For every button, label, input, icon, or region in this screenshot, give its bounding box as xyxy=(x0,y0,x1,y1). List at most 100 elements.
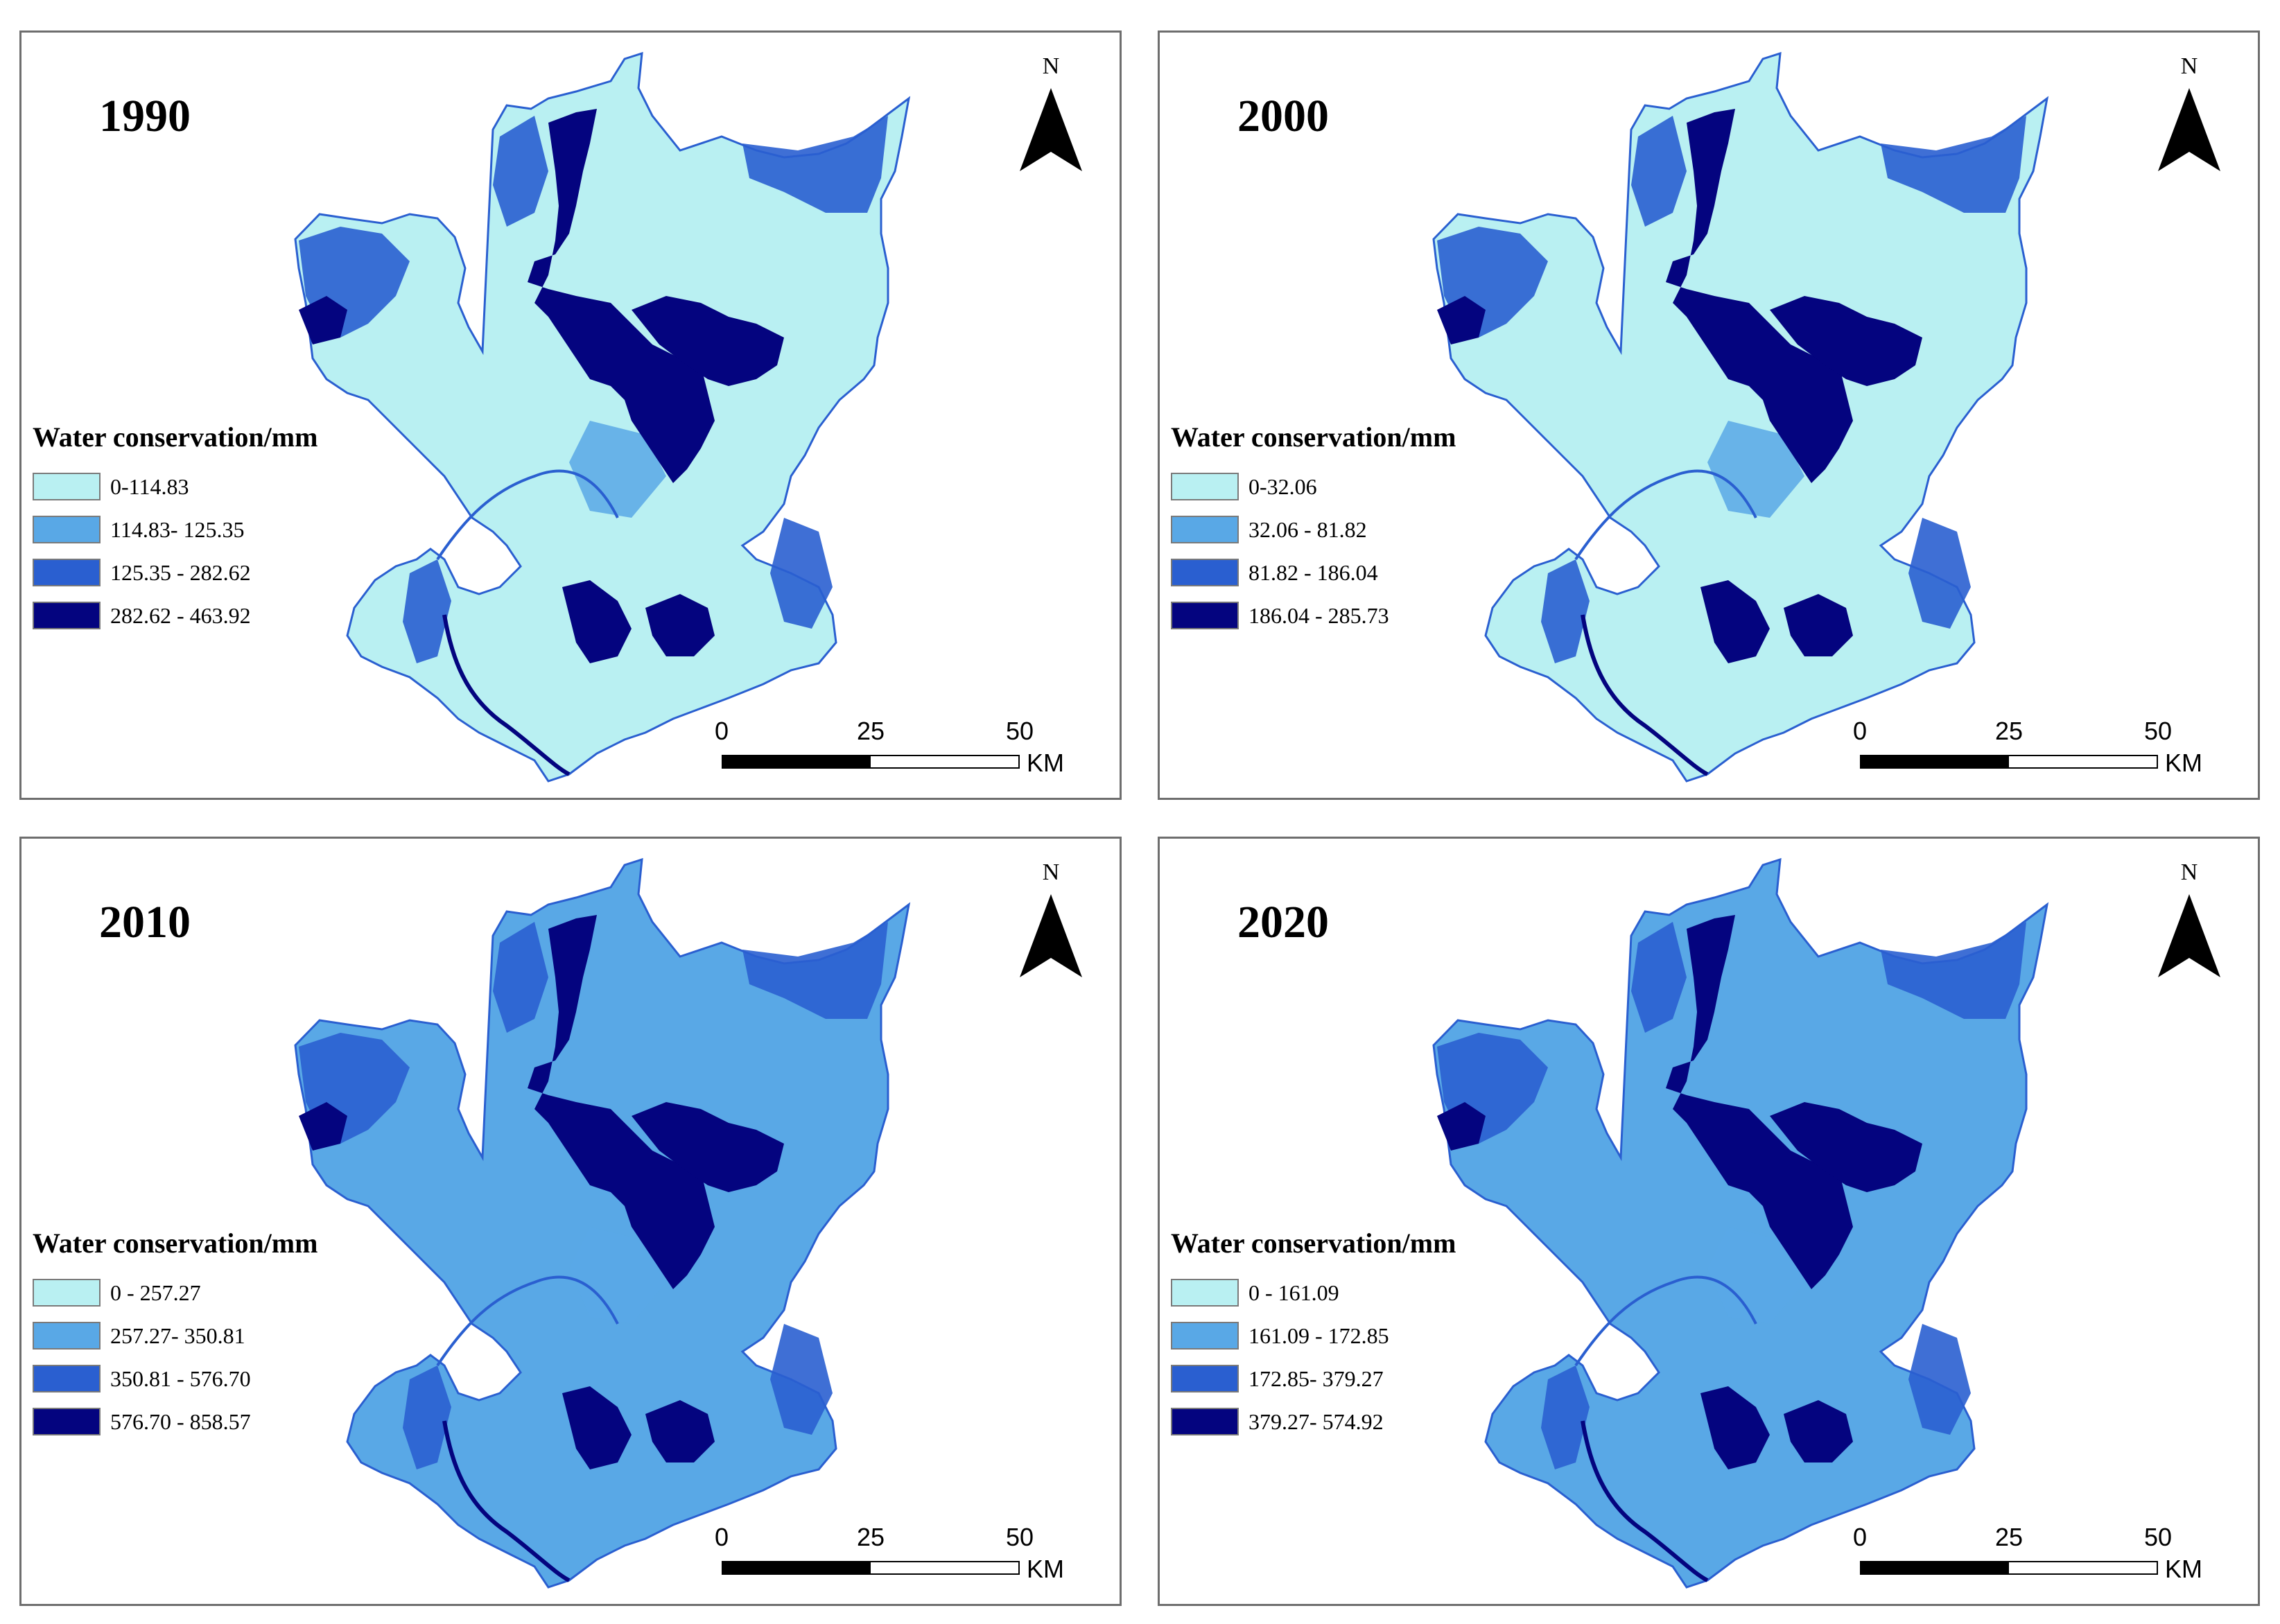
legend-swatch xyxy=(1171,602,1239,629)
legend-swatch xyxy=(33,1365,101,1392)
north-arrow-icon xyxy=(1020,88,1082,171)
mid-class-patch xyxy=(770,1324,833,1435)
water-body-patch xyxy=(632,1102,784,1192)
scale-tick-label: 0 xyxy=(1852,1523,1868,1551)
legend-label: 0 - 161.09 xyxy=(1248,1280,1339,1305)
light-class-patch xyxy=(1707,1227,1804,1324)
map-year-title: 1990 xyxy=(99,91,191,141)
legend-label: 379.27- 574.92 xyxy=(1248,1408,1384,1434)
legend-label: 576.70 - 858.57 xyxy=(110,1408,251,1434)
legend-item: 186.04 - 285.73 xyxy=(1171,594,1456,637)
legend-title: Water conservation/mm xyxy=(1171,1228,1456,1259)
water-body-patch xyxy=(1770,1102,1922,1192)
mid-class-patch xyxy=(1881,922,2026,1019)
water-body-patch xyxy=(1666,109,1853,483)
scale-tick-label: 25 xyxy=(1994,717,2024,745)
mid-class-patch xyxy=(1631,116,1687,227)
legend-label: 186.04 - 285.73 xyxy=(1248,602,1389,628)
legend: Water conservation/mm 0 - 257.27 257.27- 3… xyxy=(33,1230,317,1443)
scale-tick-label: 50 xyxy=(1005,717,1034,745)
legend-item: 350.81 - 576.70 xyxy=(33,1357,317,1400)
north-label: N xyxy=(1042,859,1060,885)
legend-swatch xyxy=(1171,1279,1239,1307)
legend-item: 125.35 - 282.62 xyxy=(33,551,317,594)
legend-swatch xyxy=(33,516,101,543)
mid-class-patch xyxy=(1908,1324,1971,1435)
scale-tick-label: 0 xyxy=(1852,717,1868,745)
scale-tick-label: 50 xyxy=(2143,717,2173,745)
mid-class-patch xyxy=(742,116,888,213)
water-body-patch xyxy=(632,296,784,386)
mid-class-patch xyxy=(493,116,548,227)
river-line xyxy=(1574,469,1757,561)
scale-bar: 0 25 50 KM xyxy=(715,717,1064,788)
scale-tick-label: 0 xyxy=(714,717,729,745)
scale-unit: KM xyxy=(2165,749,2202,777)
mid-class-patch xyxy=(742,922,888,1019)
north-arrow: N xyxy=(1020,53,1082,213)
north-arrow-icon xyxy=(2158,894,2220,977)
light-class-patch xyxy=(1707,421,1804,518)
mid-class-patch xyxy=(1631,922,1687,1033)
scale-bar: 0 25 50 KM xyxy=(715,1523,1064,1594)
legend-item: 0-32.06 xyxy=(1171,465,1456,508)
mid-class-patch xyxy=(770,518,833,629)
water-body-patch xyxy=(1784,1400,1853,1463)
legend-swatch xyxy=(1171,1408,1239,1435)
legend: Water conservation/mm 0-114.83 114.83- 125… xyxy=(33,424,317,637)
legend-item: 576.70 - 858.57 xyxy=(33,1400,317,1443)
legend-item: 161.09 - 172.85 xyxy=(1171,1314,1456,1357)
legend-title: Water conservation/mm xyxy=(1171,421,1456,453)
water-body-patch xyxy=(299,1102,347,1151)
legend-item: 32.06 - 81.82 xyxy=(1171,508,1456,551)
scale-tick-label: 25 xyxy=(856,1523,885,1551)
north-arrow: N xyxy=(2158,53,2220,213)
legend-label: 125.35 - 282.62 xyxy=(110,559,251,585)
map-year-title: 2020 xyxy=(1237,897,1329,948)
legend-label: 161.09 - 172.85 xyxy=(1248,1322,1389,1348)
study-area-map xyxy=(294,51,911,783)
scale-tick-label: 50 xyxy=(1005,1523,1034,1551)
water-body-patch xyxy=(1700,1386,1770,1469)
mid-class-patch xyxy=(1881,116,2026,213)
river-line xyxy=(436,469,619,561)
legend-label: 350.81 - 576.70 xyxy=(110,1365,251,1391)
study-area-map xyxy=(1432,51,2049,783)
river-line xyxy=(442,1420,571,1582)
scale-unit: KM xyxy=(1027,1555,1064,1583)
water-body-patch xyxy=(562,1386,632,1469)
mid-class-patch xyxy=(493,922,548,1033)
legend-item: 0 - 161.09 xyxy=(1171,1271,1456,1314)
legend-swatch xyxy=(33,559,101,586)
water-body-patch xyxy=(1437,296,1486,344)
water-body-patch xyxy=(562,580,632,663)
water-body-patch xyxy=(1784,594,1853,656)
map-panel-2020: 2020 N Water conservation/mm 0 - 161.09 161.… xyxy=(1158,837,2260,1606)
north-arrow: N xyxy=(2158,859,2220,1019)
north-arrow-icon xyxy=(2158,88,2220,171)
water-body-patch xyxy=(645,594,715,656)
map-year-title: 2010 xyxy=(99,897,191,948)
legend-label: 114.83- 125.35 xyxy=(110,516,245,542)
water-body-patch xyxy=(299,296,347,344)
mid-class-patch xyxy=(403,559,451,663)
legend-swatch xyxy=(1171,559,1239,586)
north-arrow: N xyxy=(1020,859,1082,1019)
north-label: N xyxy=(2180,53,2198,79)
scale-tick-label: 50 xyxy=(2143,1523,2173,1551)
legend-label: 172.85- 379.27 xyxy=(1248,1365,1384,1391)
map-panel-2010: 2010 N Water conservation/mm 0 - 257.27 257.… xyxy=(19,837,1122,1606)
legend-label: 282.62 - 463.92 xyxy=(110,602,251,628)
river-line xyxy=(1574,1275,1757,1367)
light-class-patch xyxy=(569,1227,666,1324)
legend: Water conservation/mm 0 - 161.09 161.09 - … xyxy=(1171,1230,1456,1443)
legend-label: 32.06 - 81.82 xyxy=(1248,516,1367,542)
water-body-patch xyxy=(528,915,715,1289)
mid-class-patch xyxy=(1541,1365,1590,1469)
map-panel-2000: 2000 N Water conservation/mm 0-32.06 32.06 -… xyxy=(1158,30,2260,800)
river-line xyxy=(442,614,571,776)
legend-swatch xyxy=(33,1322,101,1350)
legend-label: 0 - 257.27 xyxy=(110,1280,201,1305)
map-year-title: 2000 xyxy=(1237,91,1329,141)
legend-title: Water conservation/mm xyxy=(33,421,318,453)
